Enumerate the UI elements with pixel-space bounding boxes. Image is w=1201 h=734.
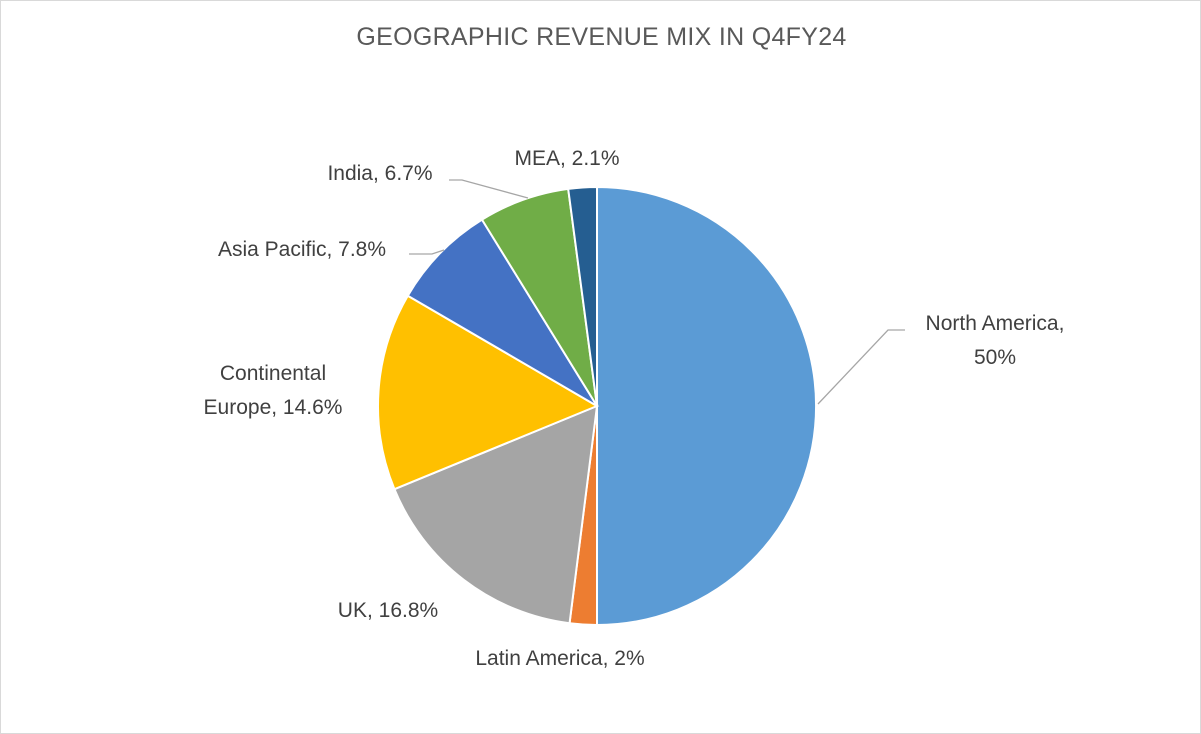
pie-slice-uk xyxy=(393,404,599,625)
pie-slice-continental-europe xyxy=(377,294,600,491)
data-label-continental-europe: Continental Europe, 14.6% xyxy=(204,362,343,419)
pie-slice-mea xyxy=(567,185,598,407)
data-label-asia-pacific: Asia Pacific, 7.8% xyxy=(218,238,386,261)
data-label-uk: UK, 16.8% xyxy=(338,599,438,622)
leader-line xyxy=(449,179,529,199)
pie-slice-north-america xyxy=(596,185,817,627)
data-label-mea: MEA, 2.1% xyxy=(514,147,619,170)
leader-line xyxy=(817,329,905,405)
chart-title: GEOGRAPHIC REVENUE MIX IN Q4FY24 xyxy=(356,23,847,51)
data-label-north-america: North America, 50% xyxy=(926,312,1065,369)
pie-slice-asia-pacific xyxy=(406,218,598,407)
leader-line xyxy=(409,249,445,255)
data-label-india: India, 6.7% xyxy=(327,162,432,185)
data-label-latin-america: Latin America, 2% xyxy=(475,647,644,670)
